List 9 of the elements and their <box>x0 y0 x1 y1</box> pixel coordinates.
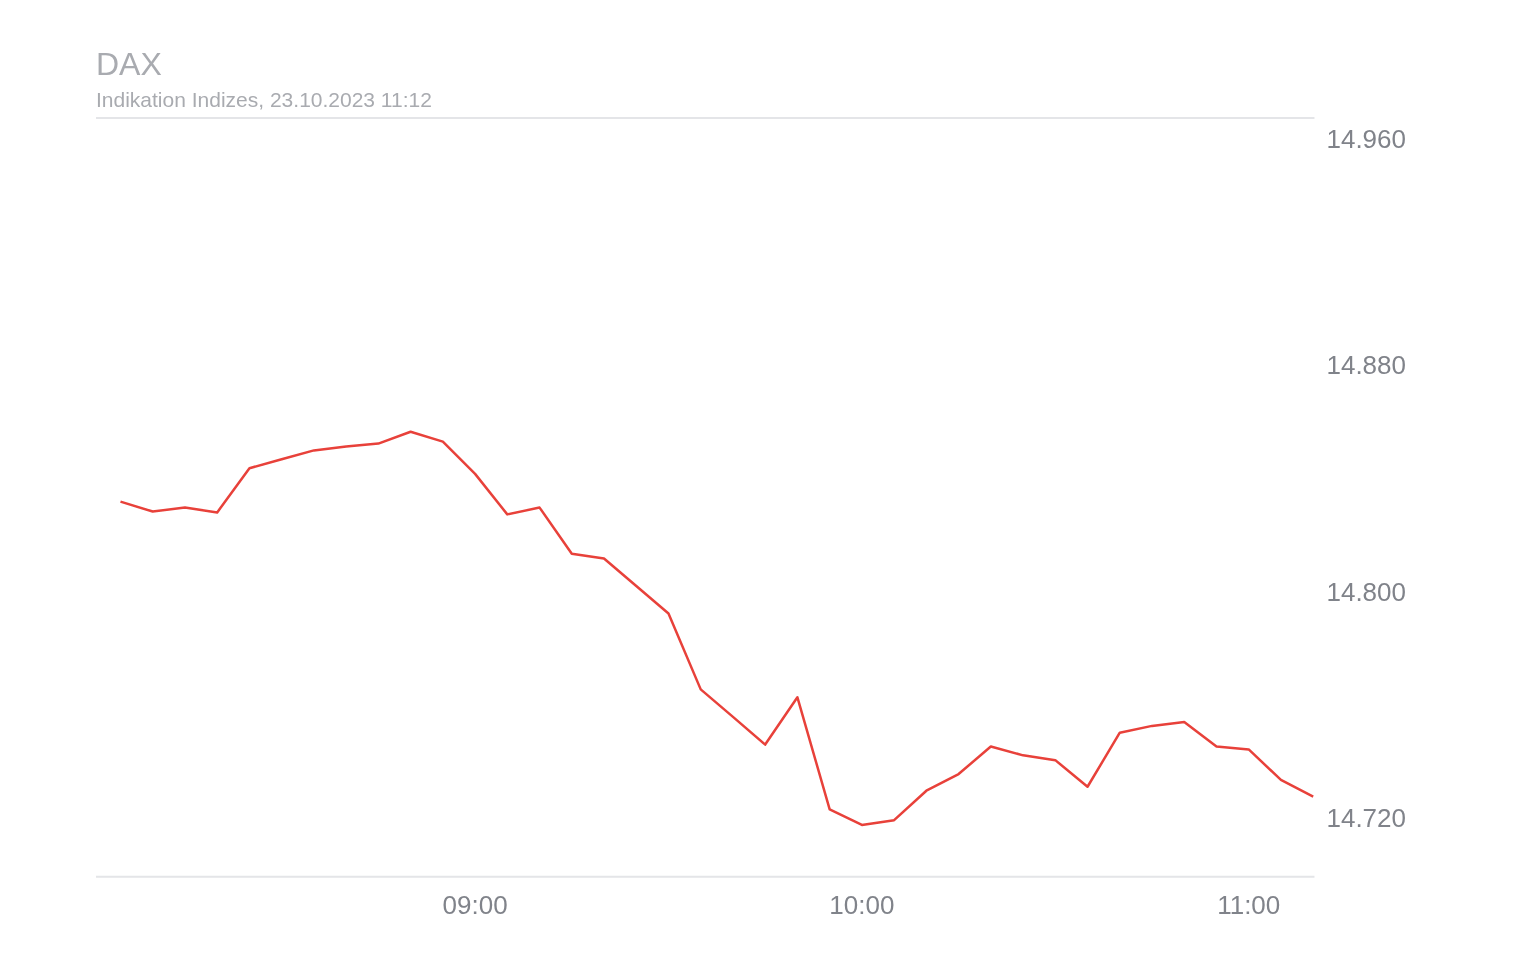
chart-title: DAX <box>96 46 162 83</box>
chart-subtitle: Indikation Indizes, 23.10.2023 11:12 <box>96 88 432 112</box>
y-tick-label: 14.960 <box>1326 123 1407 154</box>
y-tick-label: 14.880 <box>1326 350 1407 381</box>
x-tick-label: 11:00 <box>1217 889 1281 920</box>
y-tick-label: 14.800 <box>1326 576 1407 607</box>
y-tick-label: 14.720 <box>1326 803 1407 834</box>
x-tick-label: 10:00 <box>829 889 895 920</box>
x-tick-label: 09:00 <box>442 889 508 920</box>
